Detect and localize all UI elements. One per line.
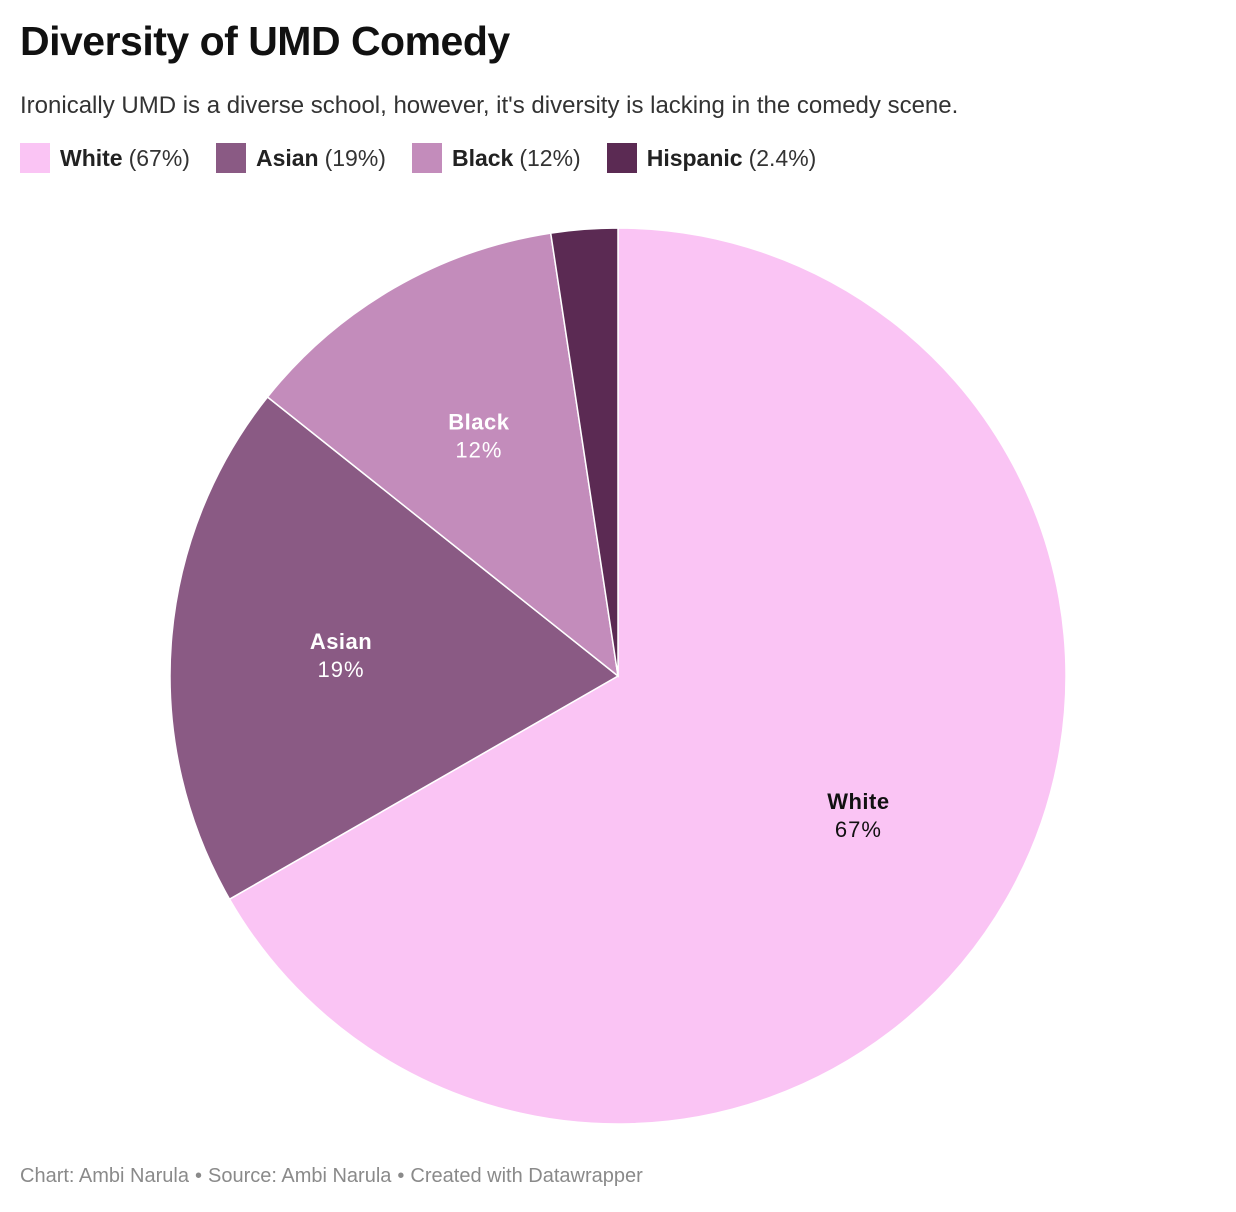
legend-item-black: Black (12%) — [411, 143, 581, 173]
pie-slice-black — [266, 232, 620, 678]
footer-separator: • — [194, 1165, 202, 1187]
legend-label-black: Black — [451, 144, 514, 171]
legend-item-hispanic: Hispanic (2.4%) — [606, 143, 817, 173]
legend-label-asian: Asian — [255, 144, 319, 171]
chart-subtitle: Ironically UMD is a diverse school, howe… — [20, 92, 959, 119]
slice-label-black: Black — [448, 410, 509, 435]
footer-chart-credit: Chart: Ambi Narula — [20, 1165, 189, 1187]
slice-value-asian: 19% — [318, 657, 365, 682]
legend: White (67%) Asian (19%) Black (12%) Hisp… — [20, 143, 816, 173]
footer-created-with: Created with Datawrapper — [410, 1165, 643, 1187]
legend-label-hispanic: Hispanic — [646, 144, 743, 171]
legend-value-white: (67%) — [128, 144, 190, 171]
footer-source: Source: Ambi Narula — [207, 1165, 392, 1187]
slice-value-black: 12% — [455, 438, 502, 463]
slice-label-white: White — [827, 789, 889, 814]
legend-swatch-hispanic — [606, 143, 637, 173]
pie-slice-asian — [169, 395, 620, 901]
legend-value-asian: (19%) — [324, 144, 386, 171]
slice-label-asian: Asian — [310, 629, 372, 654]
legend-label-white: White — [60, 144, 123, 171]
legend-item-white: White (67%) — [20, 143, 190, 173]
legend-swatch-white — [20, 143, 50, 173]
pie-chart: White 67% Asian 19% Black 12% — [169, 227, 1067, 1125]
pie-slice-hispanic — [549, 227, 619, 677]
legend-value-black: (12%) — [519, 144, 581, 171]
legend-swatch-black — [411, 143, 442, 173]
footer: Chart: Ambi Narula • Source: Ambi Narula… — [20, 1165, 643, 1188]
legend-item-asian: Asian (19%) — [215, 143, 386, 173]
pie-slice-white — [228, 227, 1067, 1125]
slice-value-white: 67% — [835, 817, 882, 842]
chart-title: Diversity of UMD Comedy — [20, 18, 510, 64]
legend-swatch-asian — [215, 143, 246, 173]
legend-value-hispanic: (2.4%) — [748, 144, 817, 171]
footer-separator: • — [397, 1165, 405, 1187]
